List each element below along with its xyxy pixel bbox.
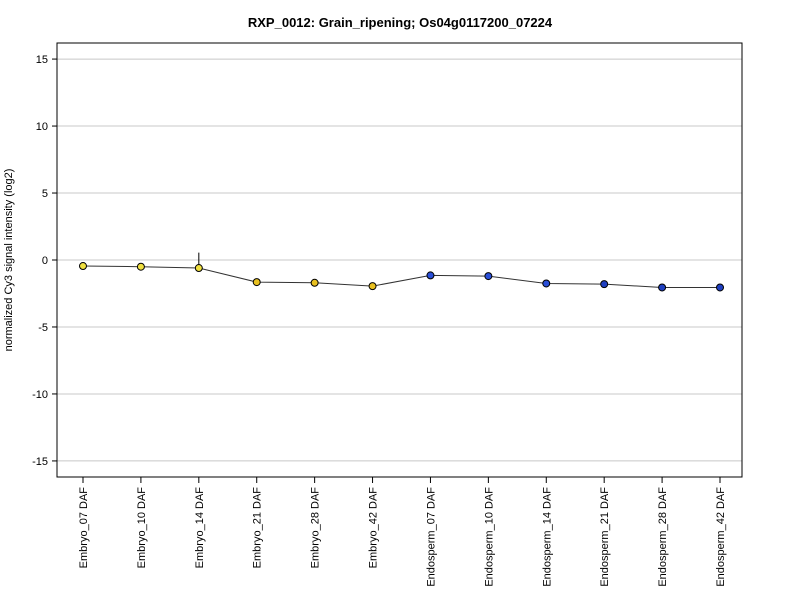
x-tick-label: Endosperm_10 DAF xyxy=(483,487,495,587)
data-point xyxy=(658,283,667,292)
series-line xyxy=(82,265,720,288)
y-tick-label: -10 xyxy=(32,389,48,401)
y-tick-label: 15 xyxy=(36,54,48,66)
y-tick-label: 10 xyxy=(36,121,48,133)
x-tick-label: Embryo_21 DAF xyxy=(252,487,264,569)
data-point xyxy=(310,278,319,287)
x-tick-label: Embryo_28 DAF xyxy=(310,487,322,569)
data-point xyxy=(368,282,377,291)
chart-title: RXP_0012: Grain_ripening; Os04g0117200_0… xyxy=(248,15,553,30)
data-point xyxy=(79,262,87,271)
x-tick-label: Endosperm_07 DAF xyxy=(425,487,437,587)
y-axis: -15 -10 -5 0 5 10 15 xyxy=(32,54,57,468)
series-line-path xyxy=(82,265,720,288)
x-tick-label: Endosperm_21 DAF xyxy=(599,487,611,587)
data-point xyxy=(426,271,435,280)
data-point xyxy=(252,278,261,287)
y-tick-label: 0 xyxy=(42,255,48,267)
data-point xyxy=(136,262,145,271)
y-axis-label: normalized Cy3 signal intensity (log2) xyxy=(3,169,15,352)
y-tick-label: -5 xyxy=(38,322,48,334)
y-tick-label: 5 xyxy=(42,188,48,200)
data-point xyxy=(484,272,493,281)
x-tick-label: Endosperm_28 DAF xyxy=(657,487,669,587)
x-tick-label: Embryo_10 DAF xyxy=(136,487,148,569)
data-point xyxy=(194,264,203,273)
x-axis: Embryo_07 DAF Embryo_10 DAF Embryo_14 DAF E… xyxy=(78,477,727,587)
data-points xyxy=(79,262,724,292)
x-tick-label: Embryo_07 DAF xyxy=(78,487,90,569)
data-point xyxy=(600,280,609,289)
x-tick-label: Endosperm_14 DAF xyxy=(541,487,553,587)
grid-lines xyxy=(57,58,742,462)
data-point xyxy=(542,279,551,288)
x-tick-label: Endosperm_42 DAF xyxy=(715,487,727,587)
data-point xyxy=(716,283,724,292)
y-tick-label: -15 xyxy=(32,456,48,468)
x-tick-label: Embryo_14 DAF xyxy=(194,487,206,569)
x-tick-label: Embryo_42 DAF xyxy=(368,487,380,569)
